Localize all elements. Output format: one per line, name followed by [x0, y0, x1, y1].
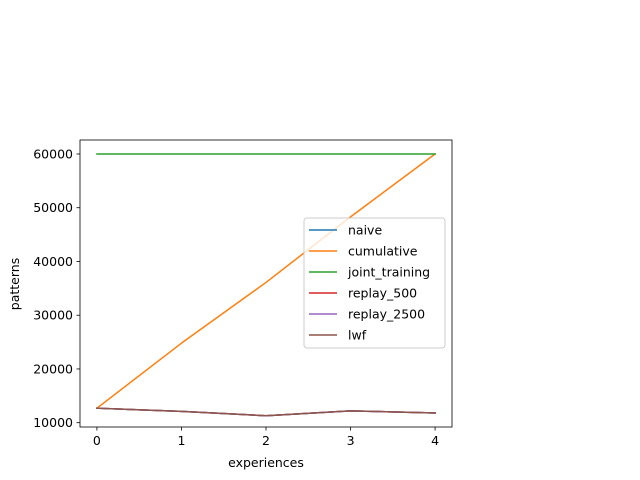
x-axis-title: experiences: [228, 455, 304, 470]
y-axis-title: patterns: [7, 258, 22, 310]
legend-label-naive: naive: [348, 223, 382, 238]
series-lines: [95, 152, 437, 417]
x-tick-label: 3: [347, 433, 355, 448]
legend-label-cumulative: cumulative: [348, 244, 418, 259]
legend-label-replay_2500: replay_2500: [348, 307, 425, 322]
legend-label-lwf: lwf: [348, 328, 367, 343]
y-tick-label: 10000: [33, 415, 73, 430]
y-tick-label: 20000: [33, 361, 73, 376]
legend-box: [303, 217, 446, 349]
series-line-cumulative: [95, 152, 437, 410]
x-tick-label: 0: [93, 433, 101, 448]
y-tick-label: 60000: [33, 146, 73, 161]
y-tick-label: 30000: [33, 308, 73, 323]
x-tick-label: 2: [262, 433, 270, 448]
chart-legend: naive cumulative joint_training replay_500r…: [303, 217, 446, 349]
x-tick-label: 4: [431, 433, 439, 448]
legend-label-replay_500: replay_500: [348, 286, 417, 301]
series-line-lwf: [96, 407, 436, 417]
x-axis-ticks: 0 1 2 3 4: [93, 427, 439, 448]
y-tick-label: 50000: [33, 200, 73, 215]
y-tick-label: 40000: [33, 254, 73, 269]
x-tick-label: 1: [177, 433, 185, 448]
y-axis-ticks: 10000 20000 30000 40000 50000 60000: [33, 146, 80, 430]
legend-label-joint_training: joint_training: [347, 265, 430, 280]
